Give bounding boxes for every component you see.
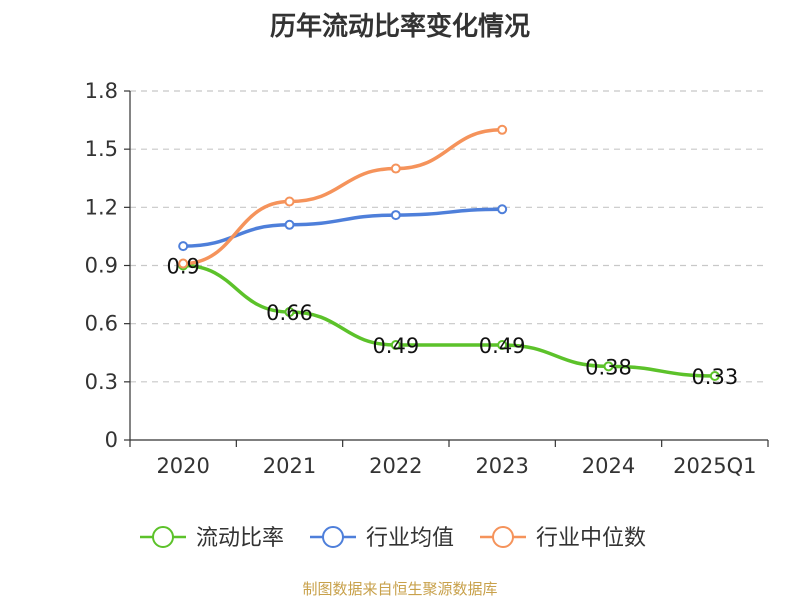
y-tick-label: 1.5 xyxy=(85,137,118,161)
legend-circle-icon xyxy=(152,526,174,548)
data-label: 0.66 xyxy=(266,301,313,325)
legend-label: 行业均值 xyxy=(366,526,454,551)
current-ratio-point xyxy=(709,371,720,382)
current-ratio-point xyxy=(390,339,401,350)
series-lines xyxy=(178,124,720,382)
axes: 0 0.3 0.6 0.9 1.2 1.5 1.8 2020 2021 2022 2023 2024 2… xyxy=(85,79,769,478)
industry-median-line xyxy=(181,128,504,266)
y-tick-label: 0 xyxy=(105,428,118,452)
industry-median-point xyxy=(390,163,401,174)
data-label: 0.9 xyxy=(166,255,199,279)
y-tick-label: 1.8 xyxy=(85,79,118,103)
x-tick-label: 2022 xyxy=(369,454,422,478)
y-tick-label: 1.2 xyxy=(85,195,118,219)
current-ratio-point xyxy=(497,339,508,350)
legend-circle-icon xyxy=(492,526,514,548)
x-tick-label: 2020 xyxy=(156,454,209,478)
y-tick-label: 0.3 xyxy=(85,370,118,394)
current-ratio-line xyxy=(181,263,717,378)
data-labels: 0.9 0.66 0.49 0.49 0.38 0.33 xyxy=(166,255,738,390)
legend-item-current-ratio[interactable]: 流动比率 xyxy=(140,526,284,551)
industry-median-point xyxy=(284,196,295,207)
data-label: 0.38 xyxy=(585,355,632,379)
x-tick-label: 2024 xyxy=(582,454,635,478)
y-tick-label: 0.6 xyxy=(85,312,118,336)
source-note: 制图数据来自恒生聚源数据库 xyxy=(302,580,498,598)
industry-median-point xyxy=(178,258,189,269)
legend-item-industry-average[interactable]: 行业均值 xyxy=(310,526,454,551)
industry-average-point xyxy=(178,241,189,252)
x-tick-label: 2023 xyxy=(475,454,528,478)
current-ratio-point xyxy=(603,361,614,372)
data-label: 0.33 xyxy=(691,365,738,389)
grid-lines xyxy=(130,90,768,383)
chart-title: 历年流动比率变化情况 xyxy=(269,12,530,42)
data-label: 0.49 xyxy=(479,334,526,358)
legend-item-industry-median[interactable]: 行业中位数 xyxy=(480,526,646,551)
current-ratio-point xyxy=(284,307,295,318)
x-tick-label: 2021 xyxy=(263,454,316,478)
legend-label: 流动比率 xyxy=(196,526,284,551)
y-tick-label: 0.9 xyxy=(85,254,118,278)
data-label: 0.49 xyxy=(372,334,419,358)
industry-average-point xyxy=(284,219,295,230)
legend-circle-icon xyxy=(322,526,344,548)
industry-average-point xyxy=(390,210,401,221)
legend-label: 行业中位数 xyxy=(536,526,646,551)
industry-average-point xyxy=(497,204,508,215)
legend[interactable]: 流动比率 行业均值 行业中位数 xyxy=(140,526,646,551)
x-tick-label: 2025Q1 xyxy=(673,454,756,478)
industry-median-point xyxy=(497,124,508,135)
